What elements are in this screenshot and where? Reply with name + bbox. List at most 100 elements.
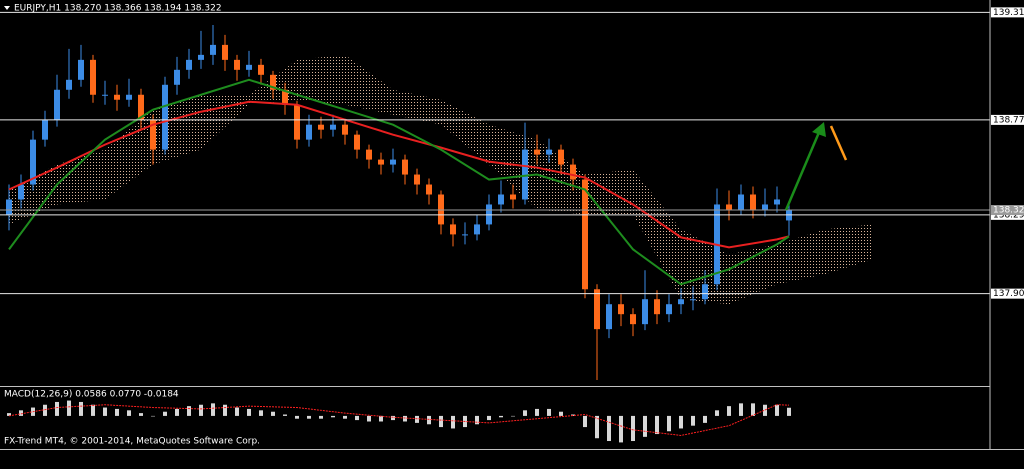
candle-body [630,314,636,325]
macd-bar [475,415,479,425]
candle-body [102,94,108,96]
candle-body [366,149,372,160]
price-label-box [991,7,1024,18]
candle-body [570,164,576,180]
macd-bar [283,414,287,416]
menu-triangle[interactable] [4,6,10,10]
candle-body [42,119,48,140]
macd-bar [319,415,323,419]
macd-bar [307,415,311,419]
down-arrow [829,125,848,161]
candle-body [18,184,24,200]
macd-bar [91,404,95,416]
candle-body [522,149,528,200]
candle-body [414,174,420,185]
bid-label: 138.322 [993,206,1024,216]
macd-bar [79,401,83,416]
macd-bar [331,415,335,418]
price-label: 139.313 [993,8,1024,18]
macd-bar [655,415,659,435]
bid-label-box [991,205,1024,216]
candle-body [606,304,612,330]
candle-body [426,184,432,195]
macd-bar [211,403,215,416]
candle-body [234,59,240,70]
candle-body [390,159,396,165]
candle-body [294,104,300,140]
macd-bar [355,415,359,421]
signal-line [8,404,790,436]
candle-body [138,94,144,120]
candle-body [690,299,696,301]
moving-average [8,78,790,286]
candle-body [774,199,780,205]
macd-bar [643,415,647,437]
macd-bar [187,406,191,416]
candle-body [642,299,648,325]
indicator-title: MACD(12,26,9) 0.0586 0.0770 -0.0184 [4,390,179,400]
candle-body [150,119,156,150]
candle-body [450,224,456,235]
macd-bar [499,415,503,418]
candle-body [6,199,12,215]
macd-bar [775,404,779,416]
candle-body [750,194,756,210]
candle-body [30,139,36,185]
copyright: FX-Trend MT4, © 2001-2014, MetaQuotes So… [4,437,260,447]
moving-average [8,100,790,249]
macd-bar [703,415,707,423]
candle-body [510,194,516,200]
price-label-box [991,288,1024,299]
macd-bar [691,415,695,426]
candle-body [54,89,60,120]
macd-bar [103,407,107,416]
marks-layer [6,24,873,443]
candle-body [114,94,120,100]
macd-bar [163,411,167,416]
macd-bar [7,413,11,416]
macd-bar [511,415,515,417]
candle-body [198,54,204,60]
candle-body [174,69,180,85]
candle-body [210,44,216,55]
macd-bar [571,414,575,416]
macd-bar [175,408,179,416]
candle-body [438,194,444,225]
up-arrow-head [812,122,826,137]
candle-body [78,59,84,80]
macd-bar [583,415,587,428]
candle-body [318,124,324,130]
macd-bar [271,411,275,416]
candle-body [558,149,564,165]
macd-bar [787,407,791,416]
overlay-layer: 139.313 138.774 138.298 137.903 138.322 [0,7,1024,299]
macd-bar [679,415,683,429]
candle-body [186,59,192,70]
macd-bar [139,413,143,416]
candle-body [498,194,504,205]
candle-body [582,179,588,290]
macd-bar [259,410,263,416]
candle-body [678,299,684,305]
price-label-box [991,114,1024,125]
price-label: 138.298 [993,210,1024,220]
macd-bar [763,404,767,416]
candle-body [462,234,468,236]
candle-body [66,79,72,90]
macd-bar [415,415,419,423]
macd-bar [391,415,395,421]
candle-body [594,289,600,330]
candle-body [762,204,768,210]
macd-bar [523,410,527,416]
candle-body [126,94,132,100]
macd-bar [43,404,47,416]
macd-bar [739,403,743,416]
candle-body [378,159,384,165]
candle-body [702,284,708,300]
forecast-arrows [784,122,848,211]
candle-body [342,124,348,135]
candle-body [282,89,288,105]
macd-bar [535,408,539,416]
